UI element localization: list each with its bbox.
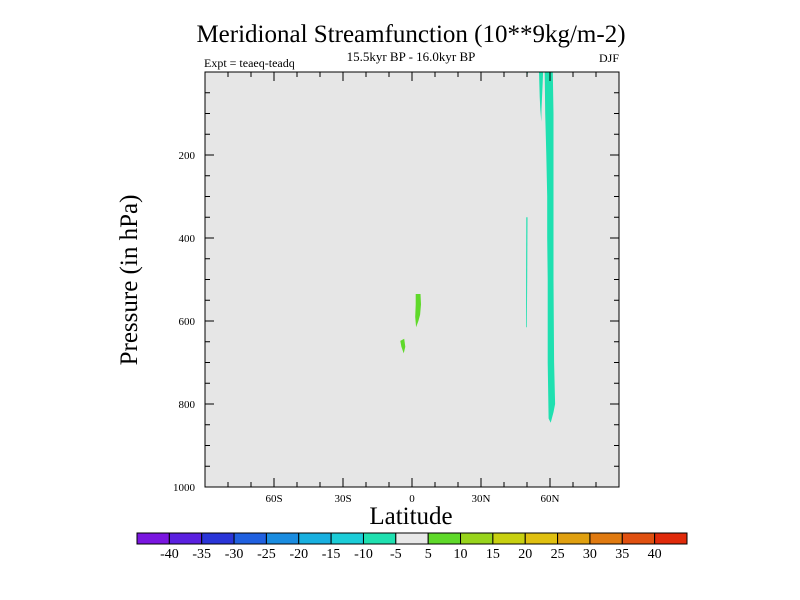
x-tick-label: 30S: [334, 493, 351, 505]
region-positive-5-10-main: [544, 72, 556, 423]
colorbar-label: -10: [354, 547, 373, 562]
colorbar-label: 40: [648, 547, 662, 562]
colorbar-label: -25: [257, 547, 276, 562]
colorbar-label: 10: [454, 547, 468, 562]
colorbar-box: [524, 532, 559, 545]
colorbar-box: [589, 532, 623, 545]
region-positive-5-10-sliver: [526, 217, 528, 328]
colorbar-label: 20: [518, 547, 532, 562]
y-axis-ticks: 200 400 600 800 1000: [173, 150, 619, 494]
colorbar-label: -30: [225, 547, 244, 562]
y-axis-label: Pressure (in hPa): [116, 195, 143, 366]
colorbar-box: [330, 532, 364, 545]
colorbar-box: [265, 532, 300, 545]
y-tick-label: 1000: [173, 482, 196, 494]
colorbar-box: [201, 532, 235, 545]
x-tick-label: 30N: [472, 493, 491, 505]
colorbar-box: [460, 532, 494, 545]
colorbar-label: -15: [322, 547, 341, 562]
x-tick-label: 60S: [265, 493, 282, 505]
experiment-label: Expt = teaeq-teadq: [204, 56, 295, 70]
region-negative-5-0-a: [415, 294, 421, 328]
x-axis-label: Latitude: [369, 503, 452, 530]
colorbar-label: 30: [583, 547, 597, 562]
colorbar-box: [395, 532, 429, 545]
colorbar-box: [492, 532, 526, 545]
contour-regions: [400, 72, 556, 423]
colorbar-label: 15: [486, 547, 500, 562]
x-axis-ticks: 60S 30S 0 30N 60N: [265, 72, 560, 505]
season-label: DJF: [599, 51, 619, 65]
colorbar-label: 35: [615, 547, 629, 562]
chart-title: Meridional Streamfunction (10**9kg/m-2): [196, 21, 625, 48]
colorbar-box: [654, 532, 688, 545]
colorbar-box: [427, 532, 462, 545]
colorbar-labels: -40 -35 -30 -25 -20 -15 -10 -5 5 10 15 20 25 30 35 40: [160, 547, 662, 562]
y-tick-label: 400: [179, 233, 196, 245]
colorbar: [136, 532, 688, 545]
region-negative-5-0-b: [400, 338, 406, 354]
plot-area: [205, 72, 619, 487]
y-tick-label: 800: [179, 399, 196, 411]
y-tick-label: 200: [179, 150, 196, 162]
region-positive-5-10-thin: [539, 72, 544, 122]
colorbar-box: [298, 532, 332, 545]
chart-subtitle: 15.5kyr BP - 16.0kyr BP: [347, 49, 476, 64]
colorbar-label: 5: [425, 547, 432, 562]
colorbar-label: -5: [390, 547, 402, 562]
colorbar-box: [557, 532, 591, 545]
colorbar-label: -20: [289, 547, 308, 562]
colorbar-box: [362, 532, 397, 545]
colorbar-label: -35: [192, 547, 211, 562]
colorbar-box: [621, 532, 656, 545]
colorbar-box: [168, 532, 203, 545]
y-tick-label: 600: [179, 316, 196, 328]
colorbar-label: 25: [551, 547, 565, 562]
x-tick-label: 0: [409, 493, 415, 505]
colorbar-box: [233, 532, 267, 545]
x-tick-label: 60N: [541, 493, 560, 505]
colorbar-label: -40: [160, 547, 179, 562]
colorbar-box: [136, 532, 170, 545]
